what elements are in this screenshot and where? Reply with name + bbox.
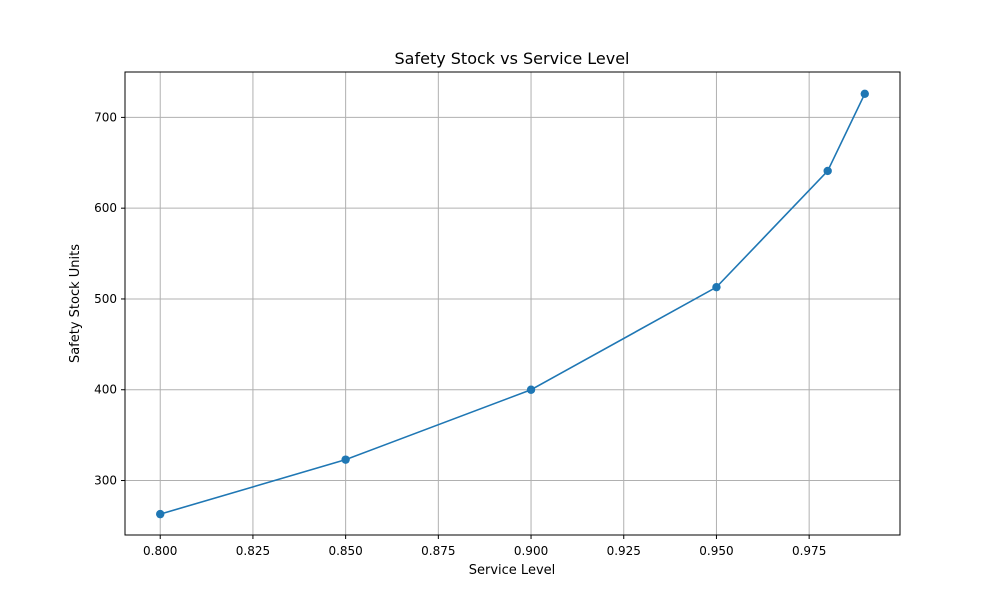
series-line [160,93,866,515]
x-axis-label: Service Level [469,563,556,578]
data-point [712,282,721,292]
data-point [341,455,350,464]
y-tick-label: 700 [94,110,117,124]
data-point [156,509,165,519]
x-tick-label: 0.850 [328,544,362,558]
y-tick-label: 500 [94,292,117,306]
x-tick-label: 0.800 [143,544,177,558]
data-point [526,385,536,394]
plot-frame [124,71,901,536]
y-tick-label: 600 [94,201,117,215]
axis-ticks: 0.800 0.825 0.850 0.875 0.900 0.925 0.950 0.975… [94,110,826,558]
chart-title: Safety Stock vs Service Level [395,49,630,68]
x-tick-label: 0.900 [514,544,548,558]
y-tick-label: 400 [94,383,117,397]
x-tick-label: 0.875 [421,544,455,558]
data-point [860,89,869,98]
data-series [156,89,869,519]
data-point [823,166,832,176]
y-axis-label: Safety Stock Units [68,244,83,363]
y-tick-label: 300 [94,474,117,488]
x-tick-label: 0.950 [699,544,733,558]
grid-lines [125,72,900,535]
x-tick-label: 0.825 [236,544,270,558]
x-tick-label: 0.975 [792,544,826,558]
x-tick-label: 0.925 [607,544,641,558]
